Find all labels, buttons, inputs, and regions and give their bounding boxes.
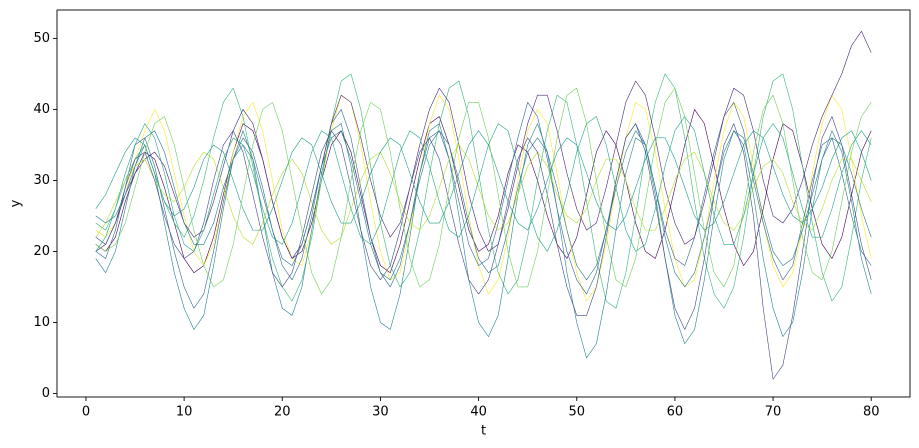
series-line	[95, 109, 872, 274]
x-tick-label: 50	[568, 405, 585, 420]
x-tick-label: 70	[765, 405, 782, 420]
x-tick-label: 0	[82, 405, 90, 420]
x-axis-label: t	[481, 424, 486, 439]
y-tick-label: 40	[33, 102, 50, 117]
y-tick-label: 30	[33, 173, 50, 188]
x-tick-label: 60	[667, 405, 684, 420]
series-line	[95, 31, 872, 259]
y-tick-label: 50	[33, 31, 50, 46]
series-line	[95, 102, 872, 309]
x-tick-label: 30	[372, 405, 389, 420]
x-tick-label: 40	[470, 405, 487, 420]
x-tick-label: 20	[274, 405, 291, 420]
series-line	[95, 130, 872, 231]
y-tick-label: 10	[33, 315, 50, 330]
series-line	[95, 116, 872, 252]
series-line	[95, 94, 872, 302]
y-axis-label: y	[9, 199, 24, 207]
x-tick-label: 80	[863, 405, 880, 420]
y-tick-label: 0	[42, 386, 50, 401]
series-line	[95, 123, 872, 359]
plot-area	[95, 31, 872, 380]
axes-frame	[56, 9, 911, 398]
y-tick-label: 20	[33, 244, 50, 259]
series-line	[95, 87, 872, 295]
x-tick-label: 10	[176, 405, 193, 420]
series-line	[95, 116, 872, 380]
series-line	[95, 130, 872, 288]
